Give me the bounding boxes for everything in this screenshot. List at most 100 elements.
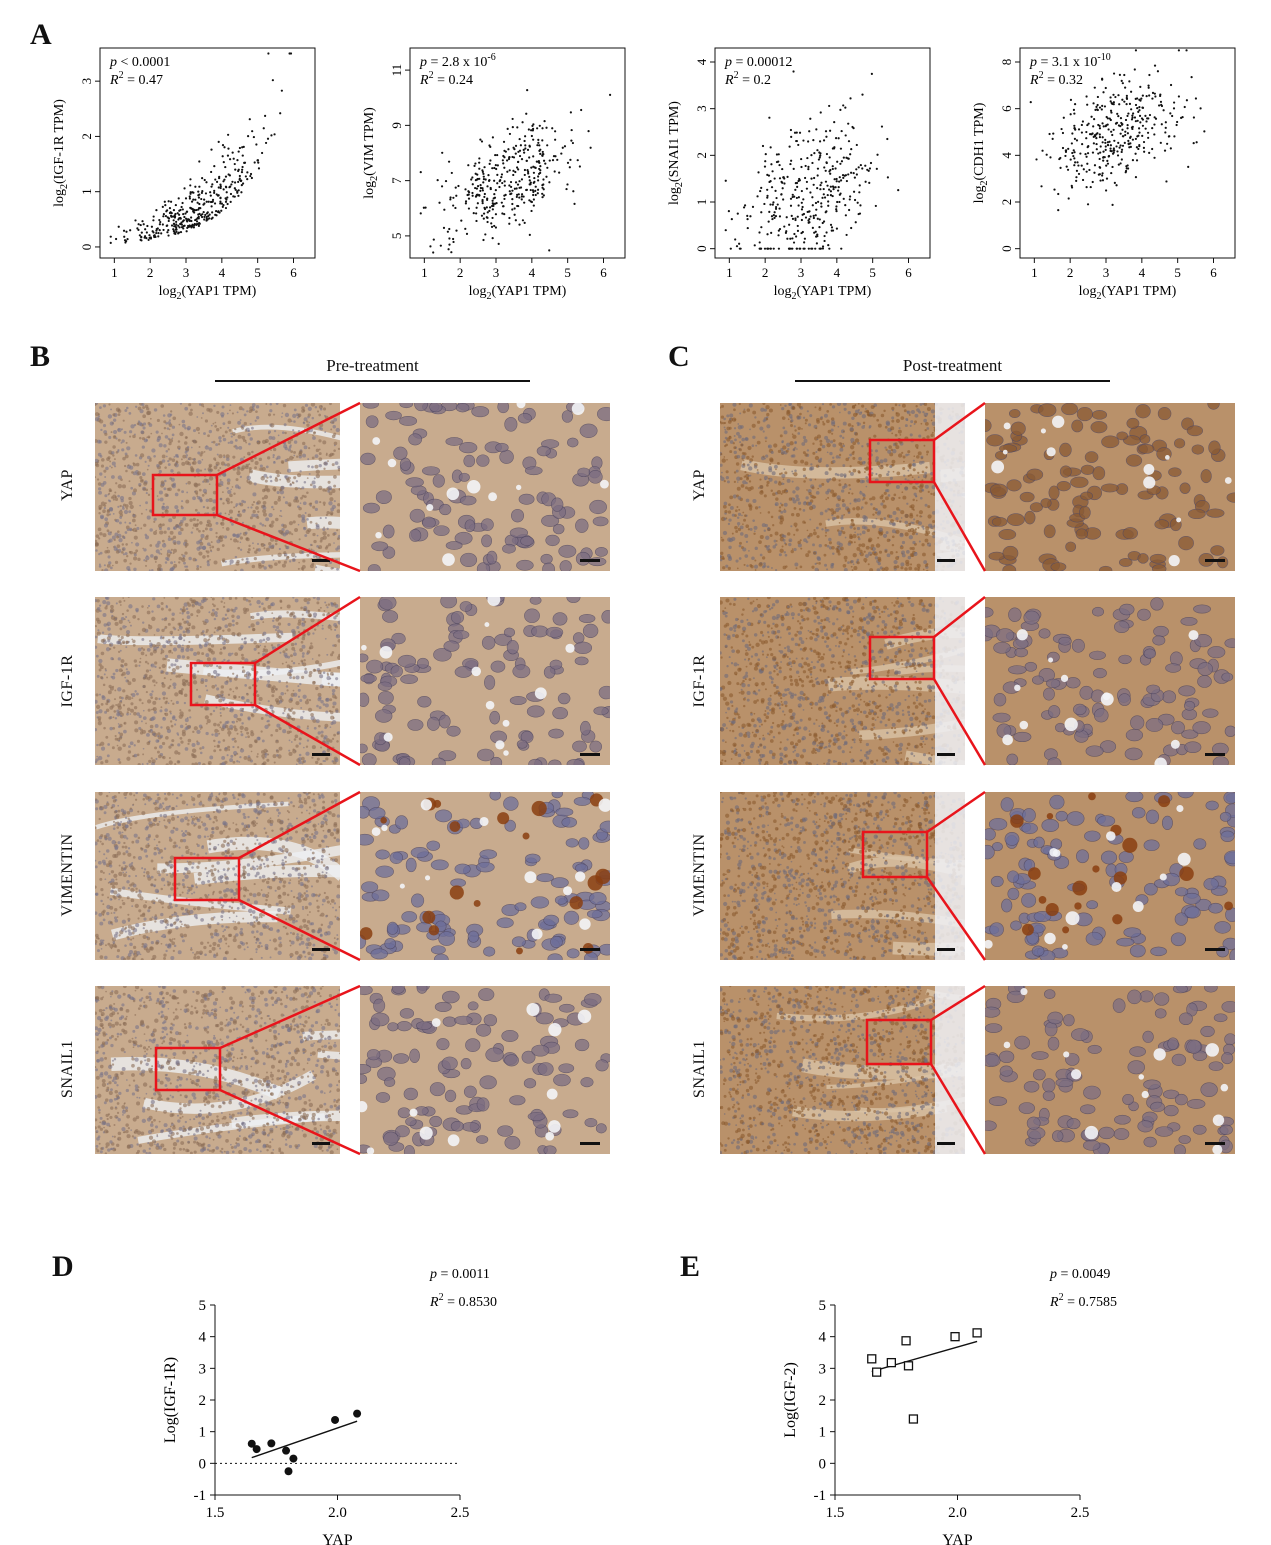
data-point	[497, 164, 499, 166]
data-point	[827, 205, 829, 207]
data-point	[510, 193, 512, 195]
data-point	[205, 181, 207, 183]
data-point	[1087, 152, 1089, 154]
data-point	[854, 199, 856, 201]
data-point	[174, 213, 176, 215]
data-point	[1165, 180, 1167, 182]
data-point	[527, 171, 529, 173]
data-point	[234, 169, 236, 171]
data-point	[1139, 115, 1141, 117]
data-point	[1118, 124, 1120, 126]
data-point	[1071, 185, 1073, 187]
data-point	[242, 182, 244, 184]
data-point	[1094, 87, 1096, 89]
data-point	[772, 204, 774, 206]
data-point	[870, 162, 872, 164]
data-point	[437, 179, 439, 181]
data-point	[185, 197, 187, 199]
data-point	[830, 224, 832, 226]
data-point	[144, 228, 146, 230]
data-point	[1129, 103, 1131, 105]
data-point	[806, 188, 808, 190]
data-point	[830, 190, 832, 192]
x-tick-label: 6	[600, 265, 607, 280]
data-point	[162, 206, 164, 208]
data-point	[201, 190, 203, 192]
data-point	[225, 175, 227, 177]
data-point	[832, 165, 834, 167]
data-point	[1063, 117, 1065, 119]
data-point	[267, 52, 269, 54]
data-point	[491, 217, 493, 219]
data-point	[486, 221, 488, 223]
data-point	[1073, 112, 1075, 114]
data-point	[1143, 141, 1145, 143]
data-point	[186, 230, 188, 232]
data-point	[455, 230, 457, 232]
data-point	[524, 147, 526, 149]
data-point	[424, 207, 426, 209]
y-axis-label: log2(CDH1 TPM)	[972, 102, 990, 203]
data-point	[1105, 165, 1107, 167]
data-point	[973, 1329, 981, 1337]
data-point	[464, 228, 466, 230]
data-point	[460, 219, 462, 221]
x-tick-label: 1	[421, 265, 428, 280]
x-tick-label: 2.5	[451, 1505, 470, 1521]
data-point	[532, 128, 534, 130]
data-point	[740, 248, 742, 250]
data-point	[810, 177, 812, 179]
data-point	[779, 215, 781, 217]
data-point	[157, 227, 159, 229]
data-point	[537, 189, 539, 191]
data-point	[1082, 120, 1084, 122]
data-point	[832, 185, 834, 187]
data-point	[273, 133, 275, 135]
data-point	[1048, 133, 1050, 135]
data-point	[791, 237, 793, 239]
data-point	[1102, 91, 1104, 93]
data-point	[178, 231, 180, 233]
data-point	[759, 190, 761, 192]
data-point	[488, 180, 490, 182]
data-point	[501, 182, 503, 184]
data-point	[229, 174, 231, 176]
data-point	[856, 173, 858, 175]
y-tick-label: 5	[819, 1298, 827, 1314]
data-point	[778, 230, 780, 232]
data-point	[1077, 164, 1079, 166]
data-point	[1186, 99, 1188, 101]
data-point	[191, 201, 193, 203]
data-point	[175, 223, 177, 225]
data-point	[764, 165, 766, 167]
data-point	[508, 184, 510, 186]
data-point	[210, 171, 212, 173]
data-point	[1127, 112, 1129, 114]
data-point	[853, 191, 855, 193]
data-point	[797, 204, 799, 206]
data-point	[887, 1359, 895, 1367]
data-point	[520, 144, 522, 146]
data-point	[797, 225, 799, 227]
data-point	[1111, 204, 1113, 206]
data-point	[541, 193, 543, 195]
data-point	[824, 196, 826, 198]
data-point	[494, 197, 496, 199]
data-point	[475, 179, 477, 181]
data-point	[542, 153, 544, 155]
data-point	[810, 154, 812, 156]
data-point	[587, 130, 589, 132]
data-point	[478, 162, 480, 164]
data-point	[836, 161, 838, 163]
data-point	[1064, 155, 1066, 157]
data-point	[590, 147, 592, 149]
data-point	[181, 223, 183, 225]
data-point	[215, 210, 217, 212]
data-point	[152, 219, 154, 221]
data-point	[516, 205, 518, 207]
data-point	[227, 148, 229, 150]
data-point	[520, 186, 522, 188]
data-point	[1151, 127, 1153, 129]
data-point	[868, 170, 870, 172]
data-point	[1103, 125, 1105, 127]
